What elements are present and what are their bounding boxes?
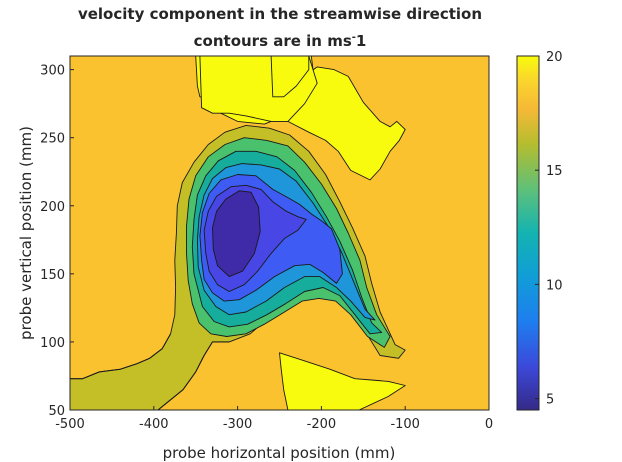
contour-region-4 bbox=[279, 352, 406, 410]
contour-regions bbox=[70, 56, 406, 410]
colorbar-tick-label: 20 bbox=[546, 50, 563, 65]
colorbar-tick-label: 5 bbox=[546, 393, 554, 408]
y-tick-label: 200 bbox=[40, 200, 65, 215]
x-tick-label: -100 bbox=[390, 417, 420, 432]
y-axis-label: probe vertical position (mm) bbox=[17, 126, 35, 340]
x-axis-label: probe horizontal position (mm) bbox=[163, 444, 396, 462]
chart-subtitle-tail: 1 bbox=[356, 32, 366, 50]
chart-title: velocity component in the streamwise dir… bbox=[78, 5, 482, 23]
chart-subtitle: contours are in ms-1 bbox=[194, 32, 367, 50]
y-tick-label: 250 bbox=[40, 132, 65, 147]
x-tick-label: -200 bbox=[307, 417, 337, 432]
x-tick-label: -400 bbox=[139, 417, 169, 432]
y-tick-label: 50 bbox=[48, 404, 65, 419]
colorbar bbox=[516, 55, 540, 411]
x-axis-ticks: -500 -400 -300 -200 -100 0 bbox=[55, 406, 493, 432]
x-tick-label: 0 bbox=[485, 417, 493, 432]
plot-frame bbox=[69, 55, 490, 411]
x-tick-label: -300 bbox=[223, 417, 253, 432]
y-tick-label: 150 bbox=[40, 268, 65, 283]
y-tick-label: 100 bbox=[40, 336, 65, 351]
chart-subtitle-main: contours are in ms bbox=[194, 32, 352, 50]
contour-line-0 bbox=[70, 333, 172, 380]
contour-region-3 bbox=[270, 56, 310, 98]
colorbar-ticks: 5 10 15 20 bbox=[535, 50, 563, 408]
contour-line-1 bbox=[157, 341, 230, 410]
contour-region-11 bbox=[212, 190, 261, 278]
colorbar-tick-label: 10 bbox=[546, 278, 563, 293]
colorbar-tick-label: 15 bbox=[546, 164, 563, 179]
x-tick-label: -500 bbox=[55, 417, 85, 432]
y-tick-label: 300 bbox=[40, 64, 65, 79]
y-axis-ticks: 50 100 150 200 250 300 bbox=[40, 64, 74, 419]
chart-subtitle-sup: - bbox=[352, 32, 356, 43]
